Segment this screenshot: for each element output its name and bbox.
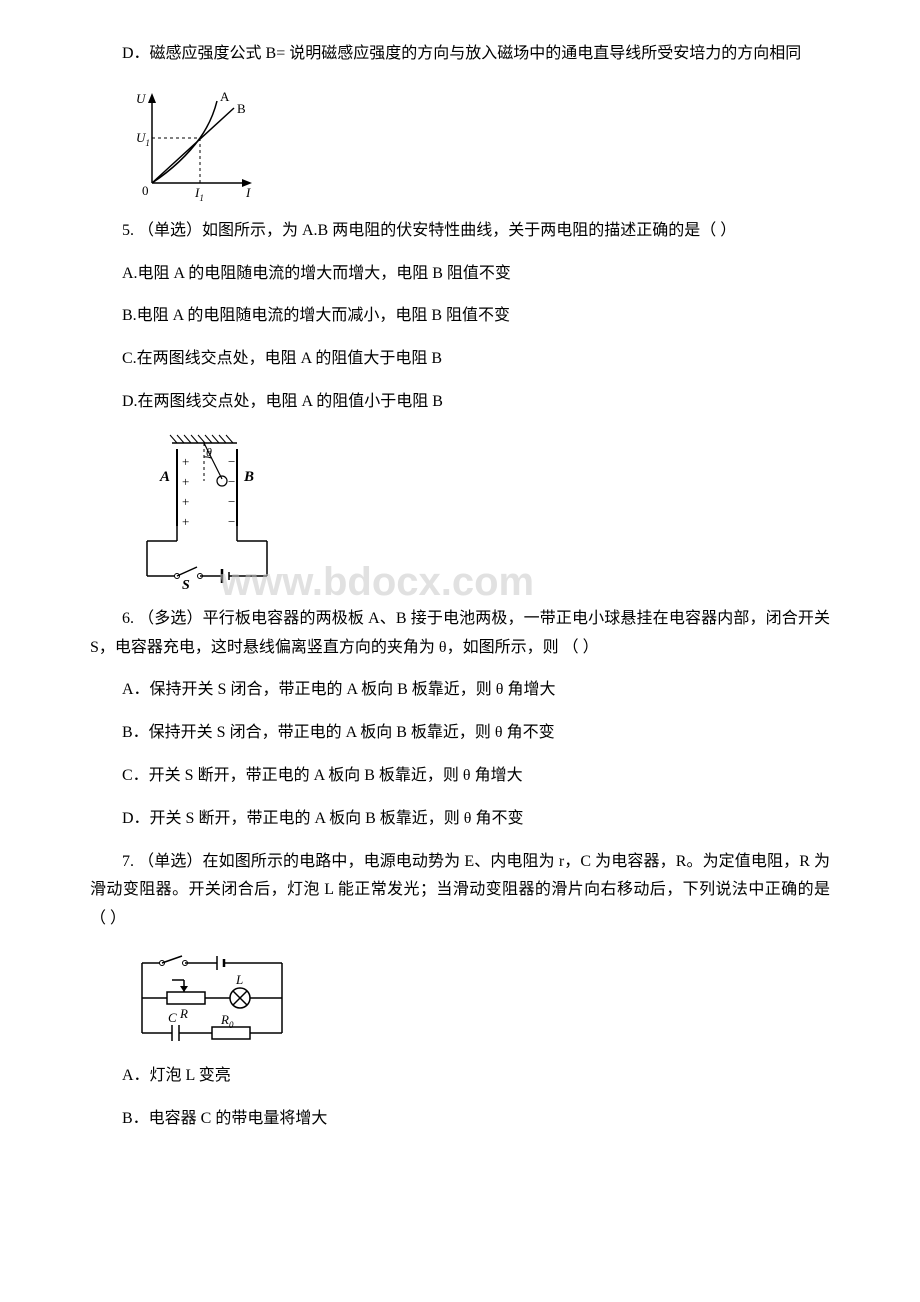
svg-text:+: +	[182, 474, 189, 489]
q6-option-c: C．开关 S 断开，带正电的 A 板向 B 板靠近，则 θ 角增大	[90, 762, 830, 791]
svg-text:+: +	[182, 494, 189, 509]
q5-option-a: A.电阻 A 的电阻随电流的增大而增大，电阻 B 阻值不变	[90, 260, 830, 289]
q6-figure: θ + + + + − − − − A B	[122, 431, 830, 591]
q5-label-origin: 0	[142, 183, 149, 198]
svg-text:B: B	[243, 469, 254, 485]
q6-stem: 6. （多选）平行板电容器的两极板 A、B 接于电池两极，一带正电小球悬挂在电容…	[90, 605, 830, 663]
svg-text:−: −	[228, 494, 235, 509]
q7-label-c: C	[168, 1010, 177, 1025]
q5-label-u1: U1	[136, 130, 150, 148]
q4-option-d: D．磁感应强度公式 B= 说明磁感应强度的方向与放入磁场中的通电直导线所受安培力…	[90, 40, 830, 69]
q7-figure: R L C R0	[122, 948, 830, 1048]
q6-option-b: B．保持开关 S 闭合，带正电的 A 板向 B 板靠近，则 θ 角不变	[90, 719, 830, 748]
svg-text:S: S	[182, 578, 190, 591]
q5-option-b: B.电阻 A 的电阻随电流的增大而减小，电阻 B 阻值不变	[90, 302, 830, 331]
q7-option-a: A．灯泡 L 变亮	[90, 1062, 830, 1091]
q5-option-c: C.在两图线交点处，电阻 A 的阻值大于电阻 B	[90, 345, 830, 374]
svg-text:−: −	[228, 474, 235, 489]
q5-label-i: I	[245, 185, 251, 200]
svg-text:−: −	[228, 454, 235, 469]
svg-text:+: +	[182, 454, 189, 469]
svg-text:−: −	[228, 514, 235, 529]
q5-option-d: D.在两图线交点处，电阻 A 的阻值小于电阻 B	[90, 388, 830, 417]
q5-figure: U U1 0 I1 I A B	[122, 83, 830, 203]
q6-option-d: D．开关 S 断开，带正电的 A 板向 B 板靠近，则 θ 角不变	[90, 805, 830, 834]
q5-label-a: A	[220, 89, 230, 104]
q5-label-u: U	[136, 91, 147, 106]
q7-label-r: R	[179, 1006, 188, 1021]
svg-text:θ: θ	[206, 445, 212, 459]
q7-label-l: L	[235, 972, 243, 987]
svg-text:+: +	[182, 514, 189, 529]
q5-stem: 5. （单选）如图所示，为 A.B 两电阻的伏安特性曲线，关于两电阻的描述正确的…	[90, 217, 830, 246]
q5-label-b: B	[237, 101, 246, 116]
q6-option-a: A．保持开关 S 闭合，带正电的 A 板向 B 板靠近，则 θ 角增大	[90, 676, 830, 705]
svg-text:A: A	[159, 469, 170, 485]
q7-option-b: B．电容器 C 的带电量将增大	[90, 1105, 830, 1134]
q5-label-i1: I1	[194, 185, 204, 203]
q7-stem: 7. （单选）在如图所示的电路中，电源电动势为 E、内电阻为 r，C 为电容器，…	[90, 848, 830, 934]
